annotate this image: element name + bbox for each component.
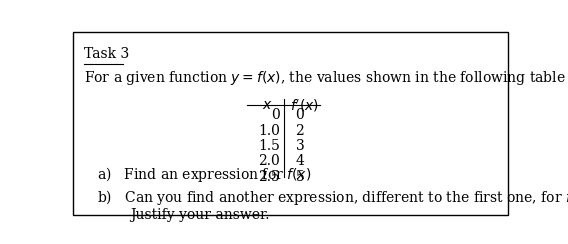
Text: $x$: $x$	[261, 98, 272, 112]
Text: 2: 2	[295, 124, 304, 138]
Text: b)   Can you find another expression, different to the first one, for $f(x)$? Wh: b) Can you find another expression, diff…	[98, 188, 568, 207]
Text: 2.5: 2.5	[258, 170, 280, 184]
Text: 0: 0	[272, 108, 280, 122]
Text: 4: 4	[295, 154, 304, 168]
Text: 5: 5	[295, 170, 304, 184]
Text: 1.5: 1.5	[258, 139, 280, 153]
Text: a)   Find an expression for $f(x)$: a) Find an expression for $f(x)$	[98, 165, 312, 184]
Text: 3: 3	[295, 139, 304, 153]
Text: 2.0: 2.0	[258, 154, 280, 168]
Text: Justify your answer.: Justify your answer.	[131, 208, 270, 222]
Text: $f'(x)$: $f'(x)$	[290, 98, 319, 114]
Text: 0: 0	[295, 108, 304, 122]
FancyBboxPatch shape	[73, 32, 508, 215]
Text: 1.0: 1.0	[258, 124, 280, 138]
Text: Task 3: Task 3	[84, 47, 130, 61]
Text: For a given function $y = f(x)$, the values shown in the following table hold:: For a given function $y = f(x)$, the val…	[84, 69, 568, 87]
